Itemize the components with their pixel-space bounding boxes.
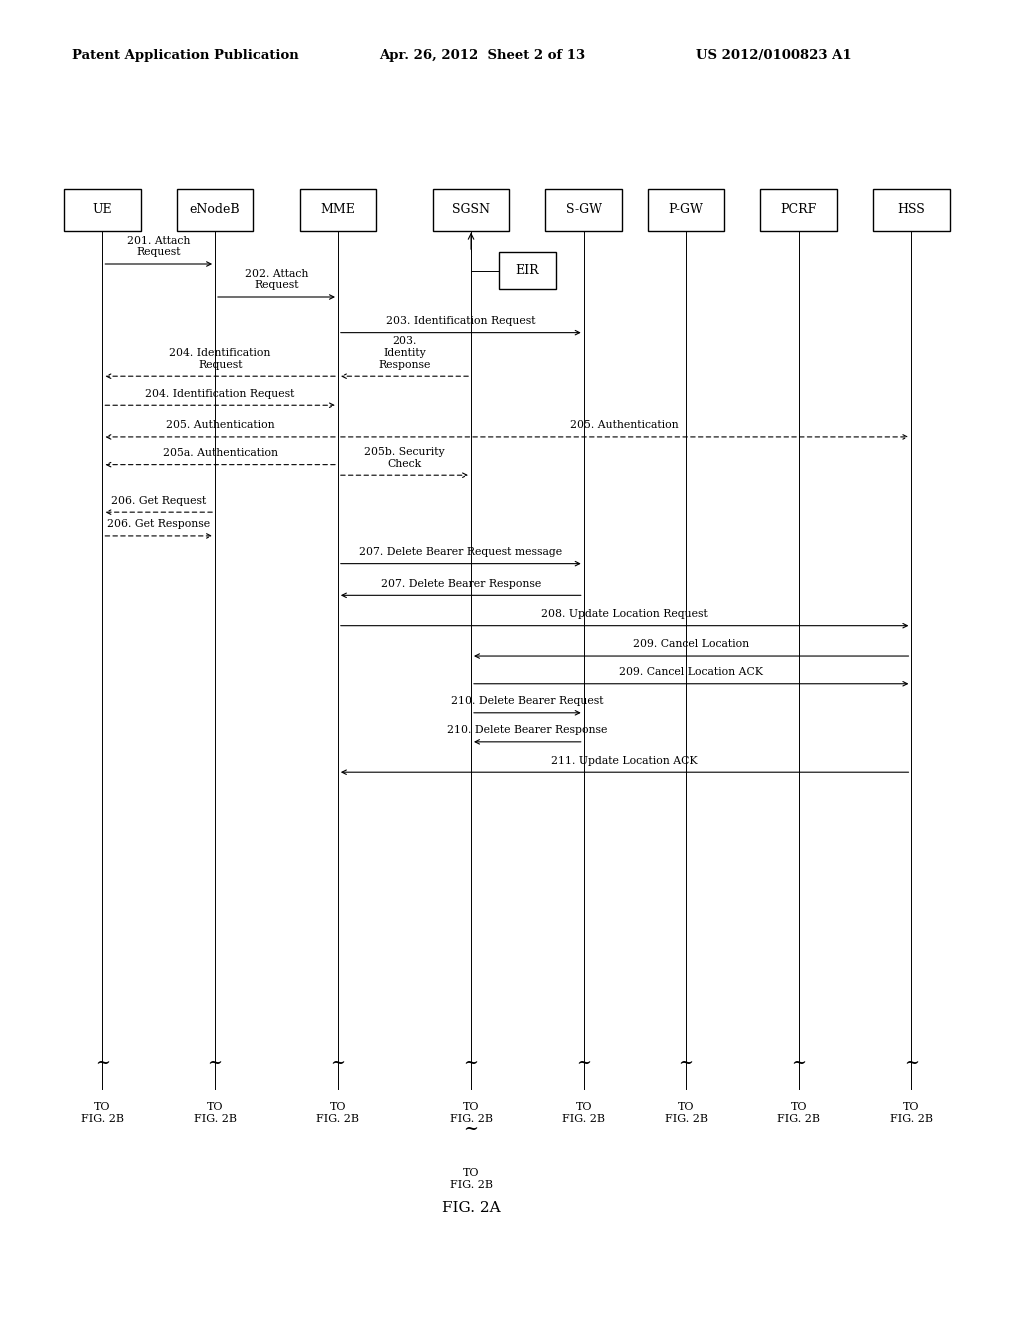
Text: HSS: HSS [897,203,926,216]
Text: 203.
Identity
Response: 203. Identity Response [378,337,431,370]
Bar [545,189,622,231]
Text: MME: MME [321,203,355,216]
Text: P-GW: P-GW [669,203,703,216]
Text: 205. Authentication: 205. Authentication [166,420,274,430]
Bar [648,189,725,231]
Text: TO
FIG. 2B: TO FIG. 2B [81,1102,124,1123]
Text: ~: ~ [577,1053,591,1072]
Text: 202. Attach
Request: 202. Attach Request [245,269,308,290]
Text: UE: UE [92,203,113,216]
Text: TO
FIG. 2B: TO FIG. 2B [450,1102,493,1123]
Bar [872,189,950,231]
Text: ~: ~ [464,1119,478,1138]
Text: 201. Attach
Request: 201. Attach Request [127,236,190,257]
Bar [63,189,141,231]
Text: 204. Identification
Request: 204. Identification Request [170,348,270,370]
Bar [176,189,254,231]
Text: 209. Cancel Location: 209. Cancel Location [633,639,750,649]
Text: ~: ~ [464,1053,478,1072]
Text: 208. Update Location Request: 208. Update Location Request [542,609,708,619]
Text: 209. Cancel Location ACK: 209. Cancel Location ACK [620,667,763,677]
Text: ~: ~ [679,1053,693,1072]
Text: ~: ~ [904,1053,919,1072]
Text: 210. Delete Bearer Response: 210. Delete Bearer Response [447,725,607,735]
Text: TO
FIG. 2B: TO FIG. 2B [450,1168,493,1189]
Text: eNodeB: eNodeB [189,203,241,216]
Text: TO
FIG. 2B: TO FIG. 2B [562,1102,605,1123]
Text: 203. Identification Request: 203. Identification Request [386,315,536,326]
Text: 207. Delete Bearer Request message: 207. Delete Bearer Request message [359,546,562,557]
Text: TO
FIG. 2B: TO FIG. 2B [665,1102,708,1123]
Bar [760,189,838,231]
Text: PCRF: PCRF [780,203,817,216]
Text: S-GW: S-GW [565,203,602,216]
Text: 205. Authentication: 205. Authentication [570,420,679,430]
Text: 206. Get Response: 206. Get Response [108,519,210,529]
Text: ~: ~ [331,1053,345,1072]
Text: TO
FIG. 2B: TO FIG. 2B [890,1102,933,1123]
Text: FIG. 2A: FIG. 2A [441,1201,501,1214]
Text: EIR: EIR [515,264,540,277]
Text: 210. Delete Bearer Request: 210. Delete Bearer Request [452,696,603,706]
Text: Patent Application Publication: Patent Application Publication [72,49,298,62]
Bar [433,189,510,231]
Text: 211. Update Location ACK: 211. Update Location ACK [551,755,698,766]
Text: 204. Identification Request: 204. Identification Request [145,388,295,399]
Bar [300,189,377,231]
Text: TO
FIG. 2B: TO FIG. 2B [194,1102,237,1123]
Text: TO
FIG. 2B: TO FIG. 2B [777,1102,820,1123]
Text: US 2012/0100823 A1: US 2012/0100823 A1 [696,49,852,62]
Text: TO
FIG. 2B: TO FIG. 2B [316,1102,359,1123]
Bar [500,252,555,289]
Text: Apr. 26, 2012  Sheet 2 of 13: Apr. 26, 2012 Sheet 2 of 13 [379,49,585,62]
Text: ~: ~ [208,1053,222,1072]
Text: 205a. Authentication: 205a. Authentication [163,447,278,458]
Text: 205b. Security
Check: 205b. Security Check [365,447,444,469]
Text: ~: ~ [95,1053,110,1072]
Text: 206. Get Request: 206. Get Request [111,495,207,506]
Text: 207. Delete Bearer Response: 207. Delete Bearer Response [381,578,541,589]
Text: ~: ~ [792,1053,806,1072]
Text: SGSN: SGSN [452,203,490,216]
